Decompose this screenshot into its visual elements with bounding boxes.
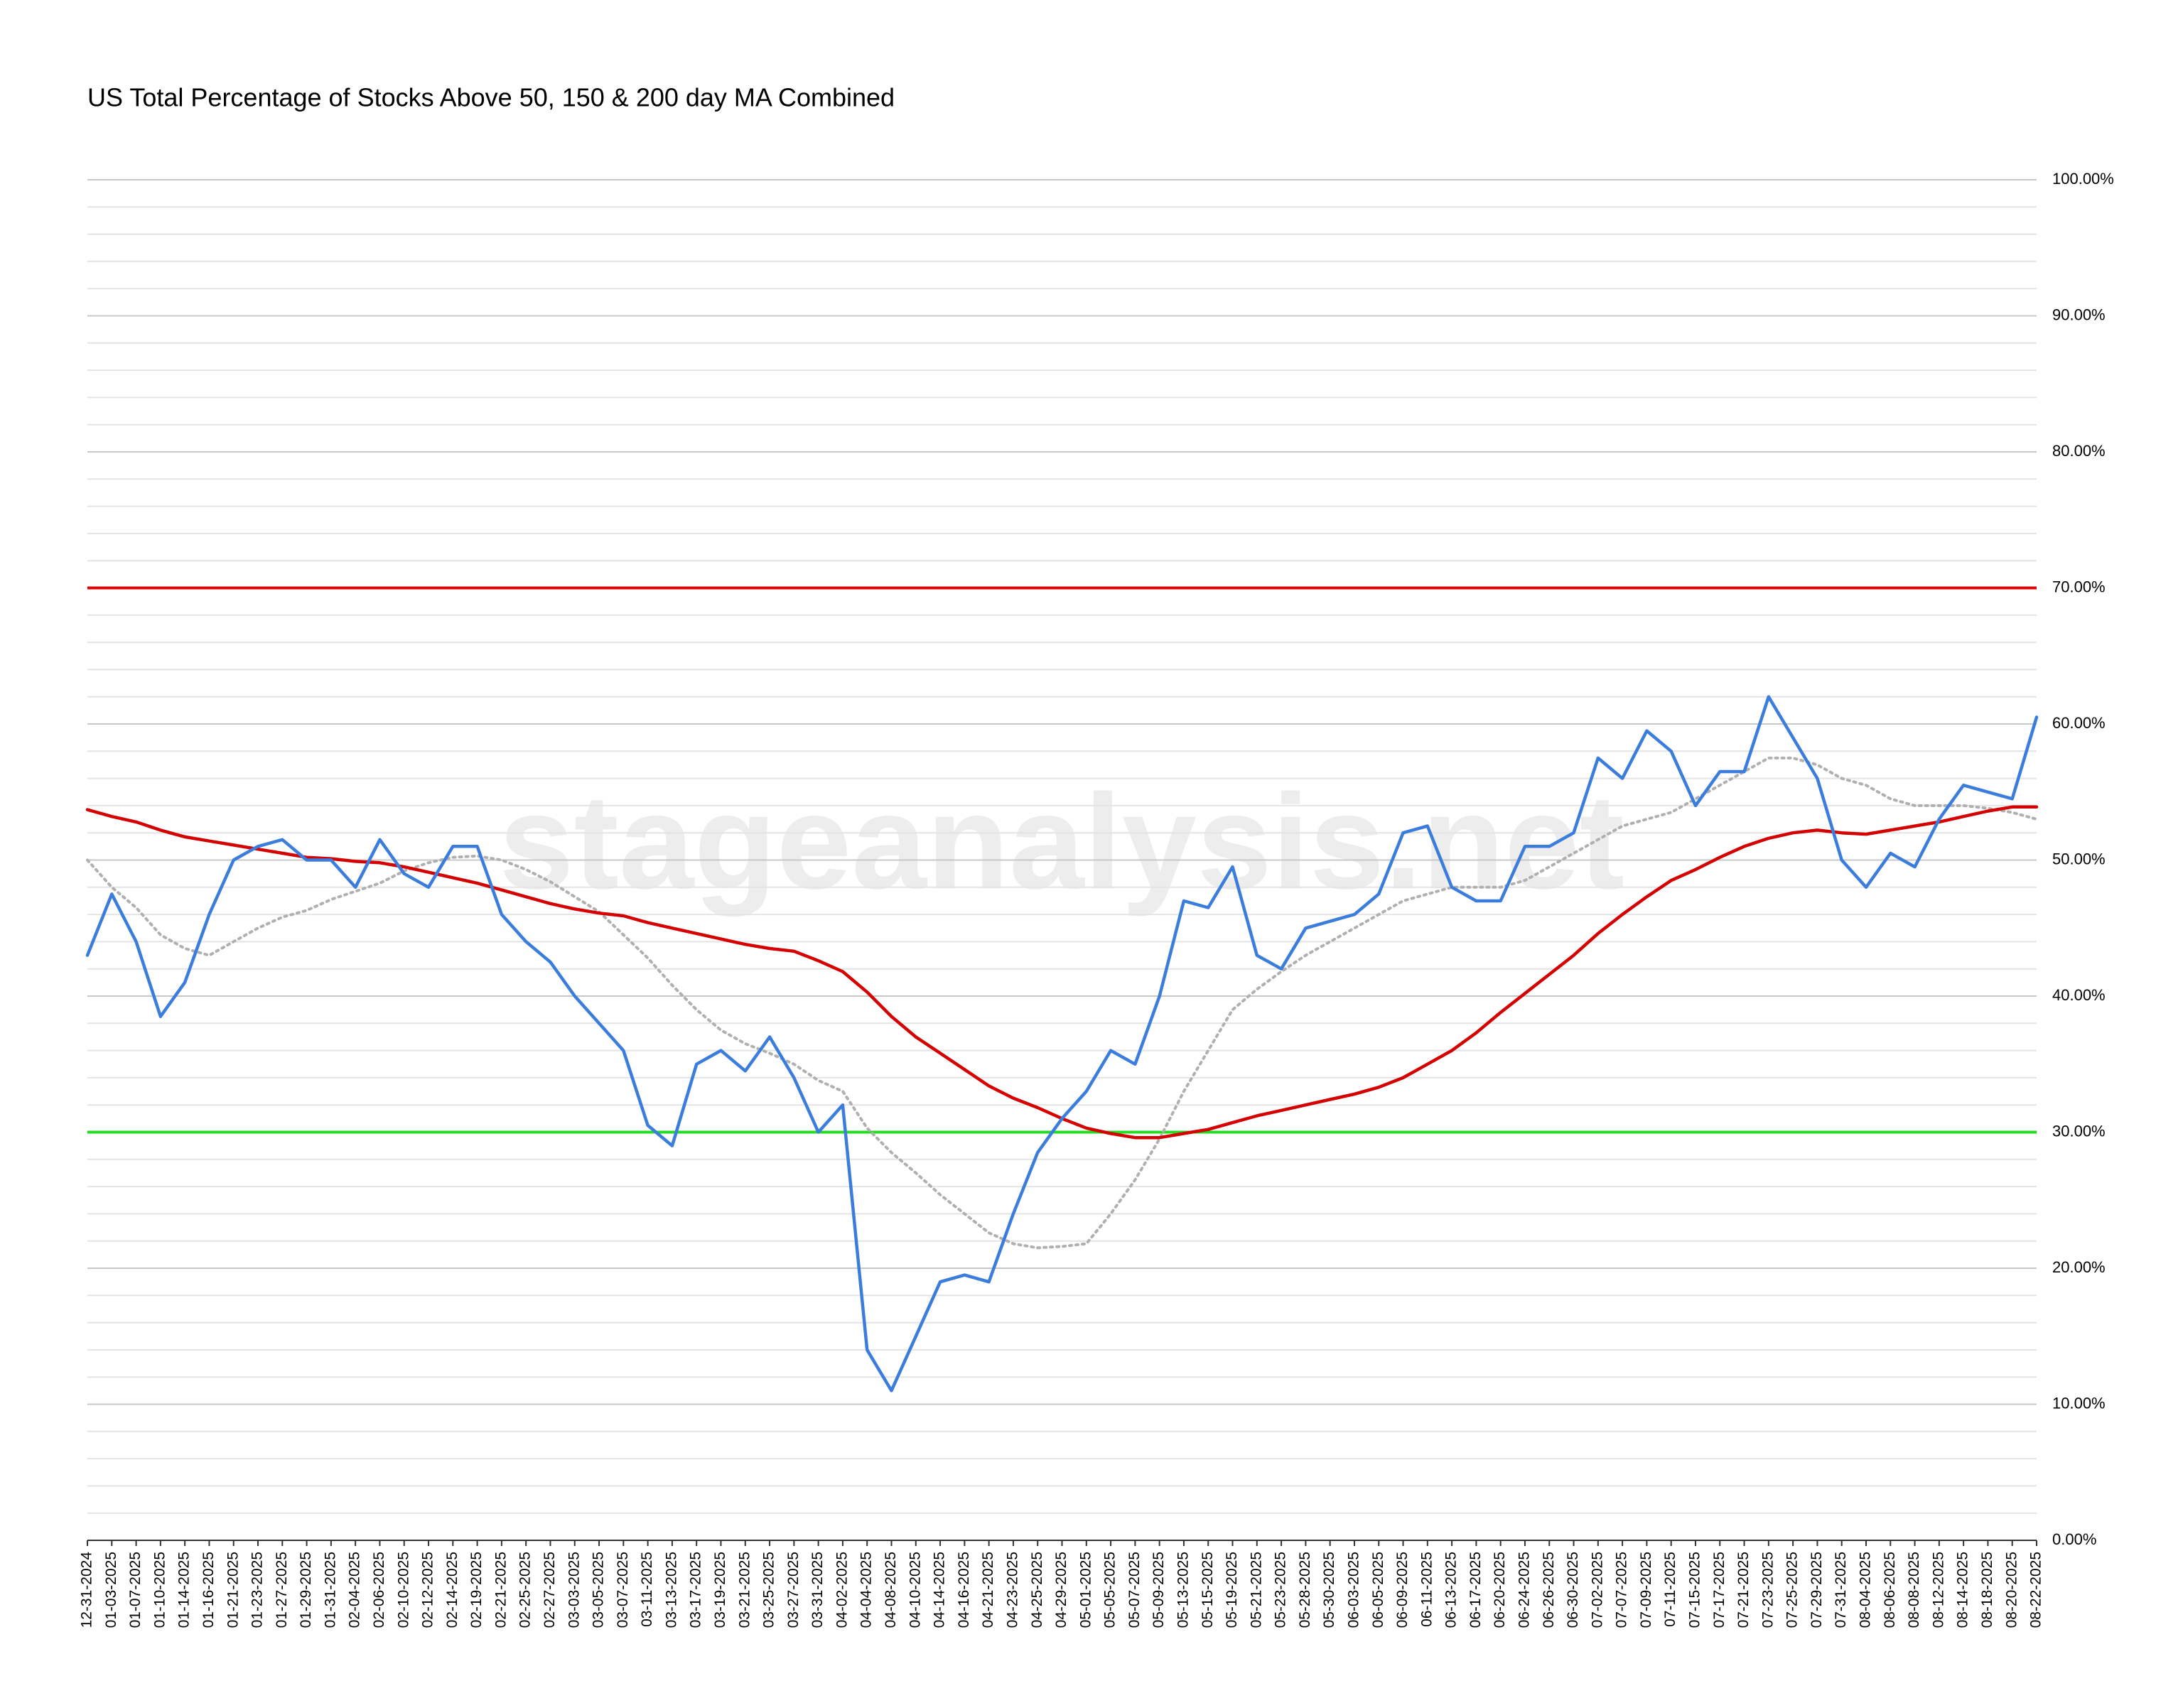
y-tick-label: 70.00% bbox=[2052, 578, 2106, 595]
x-tick-label: 08-14-2025 bbox=[1955, 1552, 1971, 1628]
x-tick-label: 02-10-2025 bbox=[395, 1552, 411, 1628]
x-tick-label: 05-07-2025 bbox=[1126, 1552, 1143, 1628]
x-tick-label: 06-13-2025 bbox=[1443, 1552, 1460, 1628]
x-tick-label: 08-20-2025 bbox=[2003, 1552, 2020, 1628]
x-tick-label: 07-31-2025 bbox=[1833, 1552, 1849, 1628]
y-tick-label: 90.00% bbox=[2052, 306, 2106, 323]
x-tick-label: 04-08-2025 bbox=[883, 1552, 899, 1628]
x-tick-label: 07-21-2025 bbox=[1735, 1552, 1752, 1628]
x-tick-label: 08-08-2025 bbox=[1906, 1552, 1922, 1628]
y-tick-label: 60.00% bbox=[2052, 714, 2106, 732]
x-tick-label: 03-21-2025 bbox=[736, 1552, 753, 1628]
x-tick-label: 06-09-2025 bbox=[1394, 1552, 1411, 1628]
y-tick-label: 10.00% bbox=[2052, 1394, 2106, 1412]
x-tick-label: 08-18-2025 bbox=[1979, 1552, 1995, 1628]
y-tick-label: 0.00% bbox=[2052, 1530, 2096, 1548]
x-tick-label: 04-04-2025 bbox=[858, 1552, 875, 1628]
x-tick-label: 06-20-2025 bbox=[1492, 1552, 1508, 1628]
x-tick-label: 01-03-2025 bbox=[103, 1552, 119, 1628]
x-tick-label: 07-11-2025 bbox=[1662, 1552, 1678, 1627]
x-tick-label: 04-14-2025 bbox=[932, 1552, 948, 1628]
x-tick-label: 07-17-2025 bbox=[1711, 1552, 1727, 1628]
y-tick-label: 20.00% bbox=[2052, 1258, 2106, 1276]
x-tick-label: 07-23-2025 bbox=[1759, 1552, 1776, 1628]
x-tick-label: 02-14-2025 bbox=[444, 1552, 460, 1628]
x-tick-label: 12-31-2024 bbox=[79, 1552, 95, 1628]
x-tick-label: 06-24-2025 bbox=[1516, 1552, 1533, 1628]
x-tick-label: 06-30-2025 bbox=[1565, 1552, 1581, 1628]
watermark: stageanalysis.net bbox=[499, 767, 1624, 917]
x-tick-label: 07-02-2025 bbox=[1589, 1552, 1605, 1628]
x-tick-label: 03-05-2025 bbox=[591, 1552, 607, 1628]
x-tick-label: 05-23-2025 bbox=[1273, 1552, 1289, 1628]
y-tick-label: 50.00% bbox=[2052, 850, 2106, 867]
x-tick-label: 02-25-2025 bbox=[517, 1552, 534, 1628]
x-tick-label: 05-30-2025 bbox=[1321, 1552, 1337, 1628]
x-tick-label: 05-19-2025 bbox=[1224, 1552, 1240, 1628]
x-tick-label: 01-21-2025 bbox=[225, 1552, 241, 1628]
y-tick-label: 40.00% bbox=[2052, 986, 2106, 1004]
x-tick-label: 08-22-2025 bbox=[2028, 1552, 2044, 1628]
x-tick-label: 03-25-2025 bbox=[761, 1552, 777, 1628]
x-tick-label: 05-13-2025 bbox=[1175, 1552, 1191, 1628]
x-tick-label: 05-05-2025 bbox=[1102, 1552, 1119, 1628]
x-tick-label: 01-29-2025 bbox=[298, 1552, 314, 1628]
x-tick-label: 03-13-2025 bbox=[663, 1552, 679, 1628]
x-tick-label: 04-02-2025 bbox=[834, 1552, 850, 1628]
x-tick-label: 07-25-2025 bbox=[1784, 1552, 1801, 1628]
x-tick-label: 01-23-2025 bbox=[249, 1552, 266, 1628]
x-tick-label: 01-16-2025 bbox=[200, 1552, 217, 1628]
y-tick-label: 100.00% bbox=[2052, 170, 2114, 188]
x-tick-label: 02-06-2025 bbox=[371, 1552, 387, 1628]
x-tick-label: 03-27-2025 bbox=[785, 1552, 802, 1628]
x-tick-label: 01-07-2025 bbox=[127, 1552, 144, 1628]
x-tick-label: 05-28-2025 bbox=[1297, 1552, 1313, 1628]
x-tick-label: 06-26-2025 bbox=[1541, 1552, 1557, 1628]
x-tick-label: 04-10-2025 bbox=[907, 1552, 923, 1628]
y-tick-label: 80.00% bbox=[2052, 442, 2106, 460]
x-tick-label: 07-15-2025 bbox=[1687, 1552, 1703, 1628]
x-tick-label: 01-14-2025 bbox=[176, 1552, 193, 1628]
x-tick-label: 07-07-2025 bbox=[1614, 1552, 1630, 1628]
x-tick-label: 04-16-2025 bbox=[956, 1552, 972, 1628]
x-tick-label: 08-06-2025 bbox=[1882, 1552, 1898, 1628]
chart-title: US Total Percentage of Stocks Above 50, … bbox=[87, 83, 895, 112]
x-tick-label: 07-29-2025 bbox=[1809, 1552, 1825, 1628]
x-tick-label: 02-04-2025 bbox=[347, 1552, 363, 1628]
x-tick-label: 05-15-2025 bbox=[1200, 1552, 1216, 1628]
x-tick-label: 03-19-2025 bbox=[712, 1552, 728, 1628]
x-tick-label: 06-05-2025 bbox=[1370, 1552, 1386, 1628]
x-tick-label: 02-12-2025 bbox=[420, 1552, 436, 1628]
data-line bbox=[85, 695, 2039, 1393]
x-tick-label: 01-10-2025 bbox=[151, 1552, 168, 1628]
x-tick-label: 03-07-2025 bbox=[615, 1552, 631, 1628]
x-tick-label: 04-23-2025 bbox=[1004, 1552, 1020, 1628]
x-tick-label: 05-09-2025 bbox=[1150, 1552, 1167, 1628]
x-tick-label: 01-31-2025 bbox=[322, 1552, 338, 1628]
x-tick-label: 08-04-2025 bbox=[1858, 1552, 1874, 1628]
x-tick-label: 04-29-2025 bbox=[1053, 1552, 1069, 1628]
x-tick-label: 06-03-2025 bbox=[1345, 1552, 1362, 1628]
x-tick-label: 02-27-2025 bbox=[541, 1552, 558, 1628]
x-tick-label: 08-12-2025 bbox=[1930, 1552, 1946, 1628]
x-tick-label: 06-11-2025 bbox=[1418, 1552, 1435, 1627]
x-tick-label: 02-19-2025 bbox=[468, 1552, 485, 1628]
x-tick-label: 04-21-2025 bbox=[980, 1552, 996, 1628]
x-tick-label: 06-17-2025 bbox=[1467, 1552, 1484, 1628]
x-tick-label: 02-21-2025 bbox=[492, 1552, 509, 1628]
x-tick-label: 03-03-2025 bbox=[566, 1552, 582, 1628]
x-tick-label: 03-31-2025 bbox=[809, 1552, 826, 1628]
y-tick-label: 30.00% bbox=[2052, 1122, 2106, 1140]
x-tick-label: 04-25-2025 bbox=[1029, 1552, 1045, 1628]
x-tick-label: 03-17-2025 bbox=[688, 1552, 704, 1628]
x-tick-label: 07-09-2025 bbox=[1638, 1552, 1654, 1628]
x-tick-label: 05-01-2025 bbox=[1077, 1552, 1094, 1628]
x-tick-label: 03-11-2025 bbox=[639, 1552, 655, 1627]
x-tick-label: 01-27-2025 bbox=[274, 1552, 290, 1628]
x-tick-label: 05-21-2025 bbox=[1248, 1552, 1264, 1628]
